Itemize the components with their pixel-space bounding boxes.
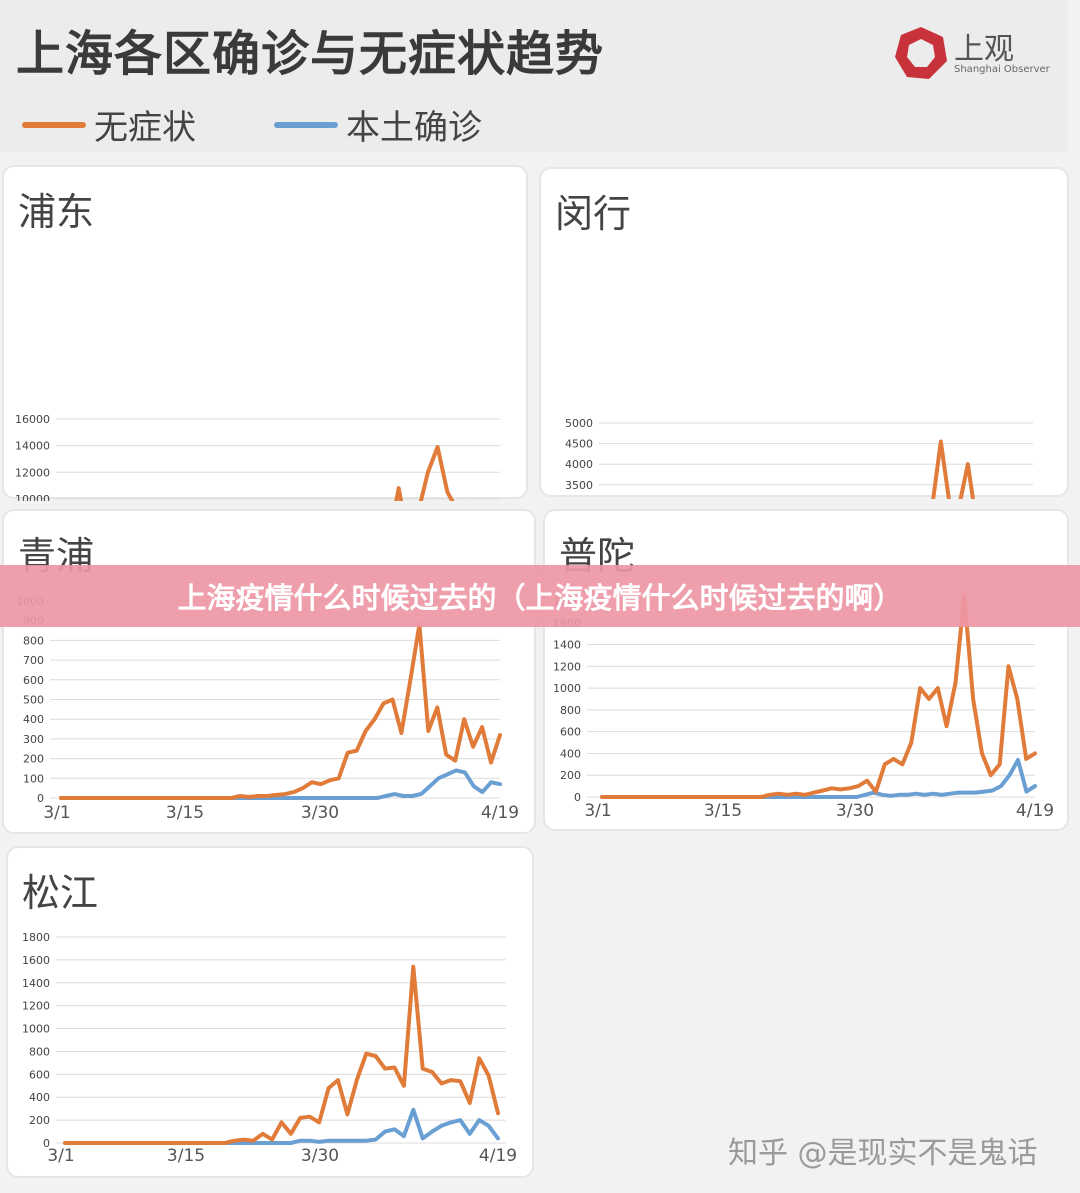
x-tick-label: 3/15 (167, 1146, 205, 1166)
x-tick-label: 4/19 (1016, 801, 1054, 821)
y-tick-label: 600 (560, 726, 581, 739)
y-tick-label: 14000 (15, 440, 50, 453)
chart-title: 松江 (22, 871, 99, 915)
y-tick-label: 600 (23, 674, 44, 687)
y-tick-label: 12000 (15, 466, 50, 479)
y-tick-label: 400 (29, 1091, 50, 1104)
y-tick-label: 5000 (565, 417, 593, 430)
y-tick-label: 3500 (565, 479, 593, 492)
y-tick-label: 0 (37, 792, 44, 805)
chart-svg-pudong: 02000400060008000100001200014000160003/1… (15, 413, 500, 501)
legend-label: 无症状 (94, 108, 196, 148)
y-tick-label: 1600 (22, 954, 50, 967)
header: 上海各区确诊与无症状趋势 无症状 本土确诊 上观 Shanghai Observ… (0, 0, 1068, 152)
y-tick-label: 1000 (553, 682, 581, 695)
y-tick-label: 1200 (553, 660, 581, 673)
chart-panel-qingpu: 青浦 010020030040050060070080090010003/13/… (2, 509, 536, 834)
y-tick-label: 1200 (22, 1000, 50, 1013)
logo-icon (895, 27, 947, 79)
title-banner: 上海疫情什么时候过去的（上海疫情什么时候过去的啊） (0, 565, 1080, 627)
y-tick-label: 1000 (22, 1023, 50, 1036)
legend-swatch-orange (22, 121, 86, 128)
page-title: 上海各区确诊与无症状趋势 (16, 26, 605, 82)
y-tick-label: 500 (23, 694, 44, 707)
chart-panel-minhang: 闵行 0500100015002000250030003500400045005… (539, 167, 1069, 499)
x-tick-label: 3/15 (166, 803, 204, 823)
x-tick-label: 4/19 (479, 1146, 517, 1166)
x-tick-label: 3/15 (704, 801, 742, 821)
legend-item-confirmed: 本土确诊 (274, 100, 482, 149)
x-tick-label: 3/1 (584, 801, 611, 821)
chart-panel-pudong: 浦东 0200040006000800010000120001400016000… (2, 165, 528, 501)
series-line-asymptomatic (59, 622, 502, 800)
legend: 无症状 本土确诊 (22, 100, 560, 149)
y-tick-label: 800 (23, 634, 44, 647)
y-tick-label: 10000 (15, 493, 50, 501)
chart-svg-qingpu: 010020030040050060070080090010003/13/153… (16, 595, 519, 823)
y-tick-label: 1800 (22, 931, 50, 944)
x-tick-label: 4/19 (481, 803, 519, 823)
chart-svg-minhang: 0500100015002000250030003500400045005000… (565, 417, 1033, 499)
y-tick-label: 0 (574, 791, 581, 804)
y-tick-label: 200 (560, 769, 581, 782)
x-tick-label: 3/30 (836, 801, 874, 821)
legend-swatch-blue (274, 121, 338, 128)
y-tick-label: 800 (560, 704, 581, 717)
y-tick-label: 400 (560, 747, 581, 760)
y-tick-label: 800 (29, 1045, 50, 1058)
y-tick-label: 700 (23, 654, 44, 667)
y-tick-label: 200 (23, 753, 44, 766)
chart-svg-songjiang: 0 200 400 600 800 1000 1200 1400 1600 1800 3/1 3/15… (22, 931, 517, 1166)
watermark: 知乎 @是现实不是鬼话 (728, 1136, 1038, 1171)
chart-title: 闵行 (555, 192, 632, 236)
chart-panel-songjiang: 松江 0 200 400 600 800 1000 1200 1400 1600 1800 3/1 3… (6, 846, 534, 1178)
x-tick-label: 3/1 (43, 803, 70, 823)
chart-svg-putuo: 0200400600800100012001400160018003/13/15… (553, 593, 1054, 821)
x-tick-label: 3/1 (47, 1146, 74, 1166)
y-tick-label: 1400 (22, 977, 50, 990)
legend-item-asymptomatic: 无症状 (22, 100, 196, 149)
y-tick-label: 1400 (553, 639, 581, 652)
chart-panel-putuo: 普陀 0200400600800100012001400160018003/13… (543, 509, 1069, 831)
x-tick-label: 3/30 (301, 803, 339, 823)
series-line-asymptomatic (394, 445, 468, 501)
logo-subtitle: Shanghai Observer (954, 64, 1050, 75)
series-line-asymptomatic (63, 964, 500, 1145)
y-tick-label: 100 (23, 772, 44, 785)
chart-title: 浦东 (18, 190, 95, 234)
y-tick-label: 0 (43, 1137, 50, 1150)
legend-label: 本土确诊 (346, 108, 482, 148)
logo-name: 上观 (954, 32, 1014, 67)
logo: 上观 Shanghai Observer (892, 24, 1052, 84)
y-tick-label: 300 (23, 733, 44, 746)
y-tick-label: 4500 (565, 438, 593, 451)
y-tick-label: 600 (29, 1068, 50, 1081)
y-tick-label: 200 (29, 1114, 50, 1127)
y-tick-label: 16000 (15, 413, 50, 426)
series-line-asymptomatic (931, 439, 975, 499)
y-tick-label: 400 (23, 713, 44, 726)
y-tick-label: 4000 (565, 458, 593, 471)
x-tick-label: 3/30 (301, 1146, 339, 1166)
